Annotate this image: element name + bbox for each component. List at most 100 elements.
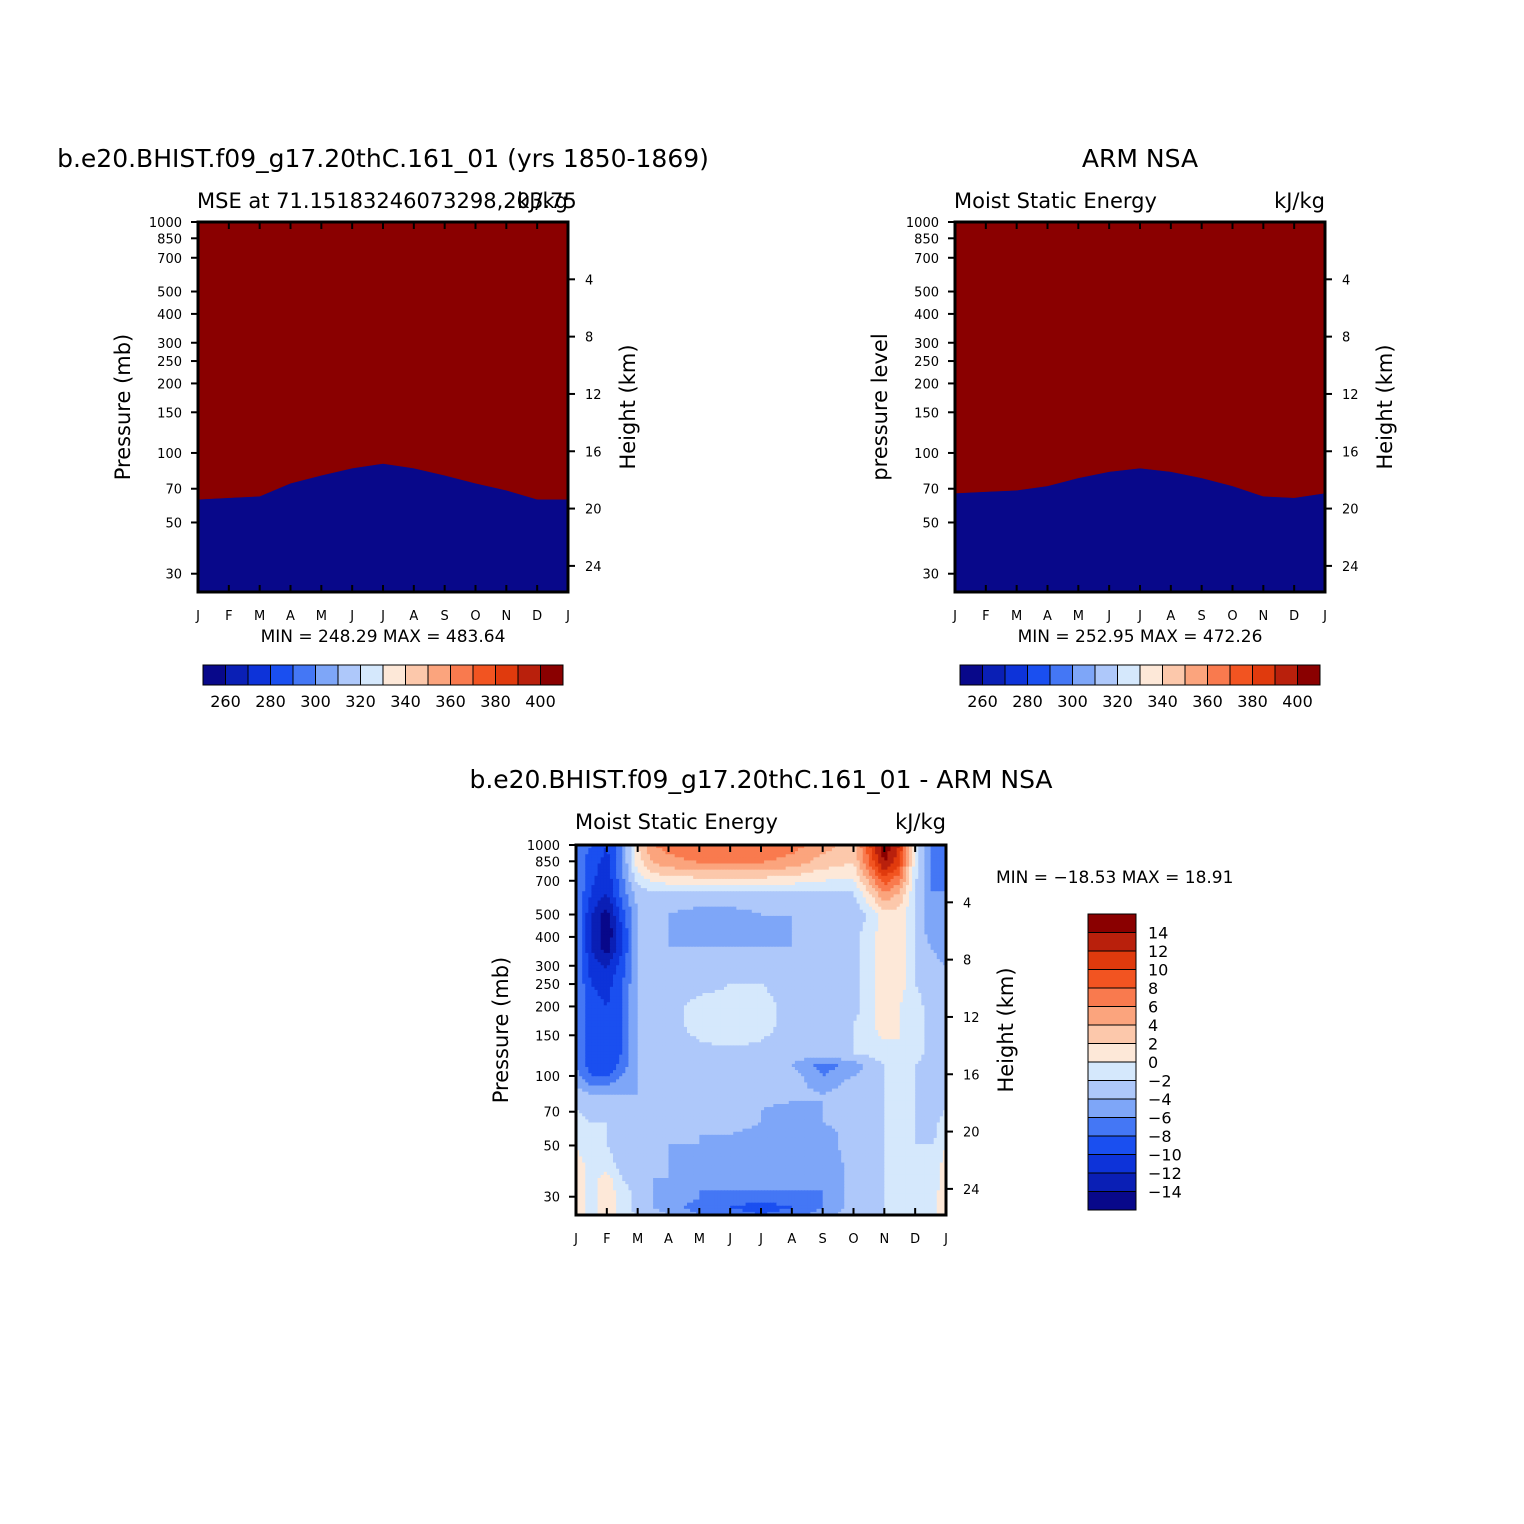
obs-ytick-label: 70	[922, 483, 939, 498]
obs-colorbar-swatch	[1252, 664, 1276, 686]
diff-cell	[930, 851, 935, 855]
diff-cell	[659, 863, 663, 868]
diff-cell	[631, 857, 636, 862]
diff-cell	[761, 860, 765, 865]
diff-cell	[764, 854, 768, 858]
diff-cell	[905, 851, 910, 855]
diff-cell	[742, 848, 747, 852]
diff-cell	[807, 863, 811, 868]
diff-cell	[853, 851, 858, 855]
diff-cell	[739, 851, 744, 855]
diff-cell	[640, 866, 645, 871]
diff-cell	[936, 848, 941, 852]
diff-cell	[702, 860, 707, 865]
diff-cell	[887, 854, 892, 858]
diff-cell	[757, 851, 762, 855]
obs-colorbar-label: 320	[1102, 692, 1133, 711]
diff-cell	[884, 860, 889, 865]
diff-cell	[619, 866, 623, 871]
diff-cell	[909, 845, 913, 849]
diff-cell	[853, 854, 858, 858]
diff-cell	[909, 860, 913, 865]
diff-cell	[693, 845, 697, 849]
diff-cell	[730, 857, 734, 862]
diff-cell	[603, 857, 608, 862]
diff-cell	[828, 854, 833, 858]
diff-cell	[831, 860, 836, 865]
diff-cell	[798, 857, 802, 862]
diff-cell	[717, 866, 722, 871]
diff-cell	[714, 866, 719, 871]
diff-cell	[936, 854, 941, 858]
diff-cell	[714, 845, 719, 849]
diff-cell	[622, 851, 626, 855]
model-xtick-label: M	[254, 609, 265, 624]
diff-cell	[878, 863, 882, 868]
diff-cell	[733, 866, 737, 871]
diff-cell	[597, 860, 602, 865]
diff-cell	[659, 857, 663, 862]
diff-cell	[674, 851, 679, 855]
diff-cell	[656, 866, 660, 871]
diff-cell	[822, 845, 827, 849]
diff-cell	[619, 860, 623, 865]
diff-cell	[699, 857, 704, 862]
diff-cell	[853, 863, 858, 868]
diff-cell	[727, 860, 731, 865]
diff-cell	[770, 860, 774, 865]
diff-cell	[600, 845, 605, 849]
diff-cell	[757, 854, 762, 858]
diff-cell	[779, 854, 784, 858]
obs-xtick-label: A	[1166, 609, 1175, 624]
diff-cell	[887, 863, 892, 868]
diff-cell	[631, 860, 636, 865]
diff-cell	[791, 854, 796, 858]
diff-cell	[582, 866, 586, 871]
diff-cell	[915, 851, 919, 855]
diff-cell	[702, 854, 707, 858]
obs-colorbar-swatch	[1297, 664, 1321, 686]
diff-cell	[739, 860, 744, 865]
diff-cell	[693, 851, 697, 855]
diff-cell	[643, 866, 648, 871]
diff-cell	[831, 857, 836, 862]
diff-cell	[680, 845, 685, 849]
diff-cell	[801, 851, 805, 855]
diff-cell	[640, 857, 645, 862]
diff-cell	[909, 857, 913, 862]
model-colorbar-swatch	[270, 664, 294, 686]
diff-cell	[591, 845, 596, 849]
diff-cell	[585, 848, 589, 852]
diff-cell	[822, 863, 827, 868]
diff-cell	[742, 860, 747, 865]
model-ytick-label: 1000	[149, 216, 182, 231]
diff-cell	[748, 866, 753, 871]
diff-cell	[921, 857, 926, 862]
diff-cell	[791, 863, 796, 868]
diff-cell	[724, 860, 728, 865]
diff-cell	[754, 848, 759, 852]
diff-cell	[683, 854, 688, 858]
diff-cell	[859, 860, 864, 865]
diff-cell	[930, 848, 935, 852]
diff-cell	[690, 845, 694, 849]
diff-cell	[927, 851, 932, 855]
model-xtick-label: J	[380, 609, 385, 624]
diff-cell	[890, 860, 895, 865]
diff-cell	[816, 845, 821, 849]
panel-obs-title: ARM NSA	[1082, 144, 1198, 173]
diff-cell	[668, 857, 673, 862]
diff-cell	[631, 845, 636, 849]
diff-cell	[785, 854, 790, 858]
diff-cell	[835, 860, 839, 865]
model-ytick-label: 250	[157, 355, 182, 370]
diff-cell	[693, 863, 697, 868]
diff-cell	[653, 851, 657, 855]
diff-cell	[822, 851, 827, 855]
diff-cell	[924, 845, 929, 849]
diff-cell	[905, 857, 910, 862]
diff-cell	[794, 851, 799, 855]
diff-cell	[770, 848, 774, 852]
diff-cell	[699, 851, 704, 855]
diff-cell	[727, 857, 731, 862]
